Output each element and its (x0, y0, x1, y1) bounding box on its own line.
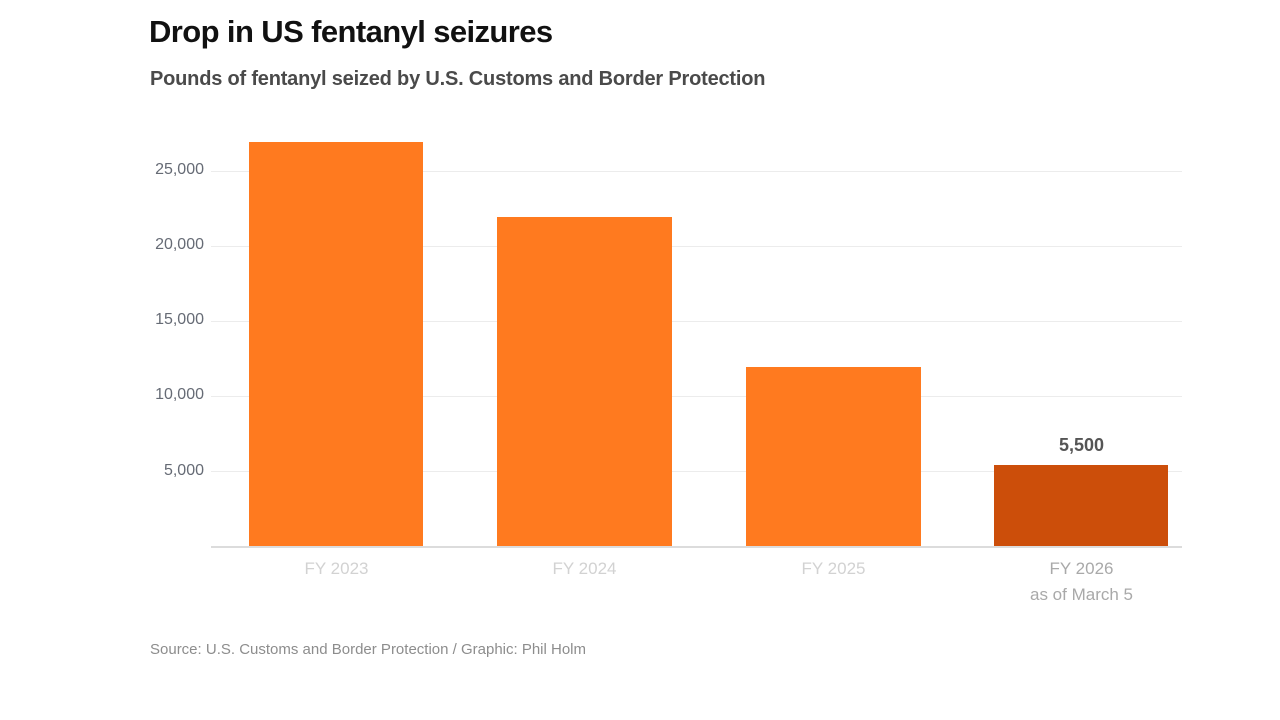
bar-fy2025 (746, 367, 921, 547)
x-tick-label: FY 2023 (304, 559, 369, 578)
bar-fy2026 (994, 465, 1168, 547)
x-tick-label: FY 2024 (552, 559, 617, 578)
gridline-20000 (211, 246, 1182, 247)
y-tick-label: 25,000 (155, 161, 204, 178)
bar-fy2023 (249, 142, 423, 547)
chart-title: Drop in US fentanyl seizures (149, 14, 553, 49)
x-tick-label: FY 2026 (1049, 559, 1114, 578)
y-tick-label: 15,000 (155, 311, 204, 328)
gridline-15000 (211, 321, 1182, 322)
x-tick-sublabel: as of March 5 (1030, 585, 1133, 604)
y-tick-label: 20,000 (155, 236, 204, 253)
y-tick-label: 10,000 (155, 386, 204, 403)
chart-subtitle: Pounds of fentanyl seized by U.S. Custom… (150, 68, 766, 90)
bar-fy2024 (497, 217, 672, 547)
y-tick-label: 5,000 (163, 462, 204, 479)
gridline-5000 (211, 471, 1182, 472)
gridline-10000 (211, 396, 1182, 397)
gridline-25000 (211, 171, 1182, 172)
source-note: Source: U.S. Customs and Border Protecti… (150, 641, 587, 658)
x-tick-label: FY 2025 (801, 559, 866, 578)
data-label-fy2026: 5,500 (1058, 435, 1105, 455)
x-axis-baseline (211, 546, 1182, 548)
